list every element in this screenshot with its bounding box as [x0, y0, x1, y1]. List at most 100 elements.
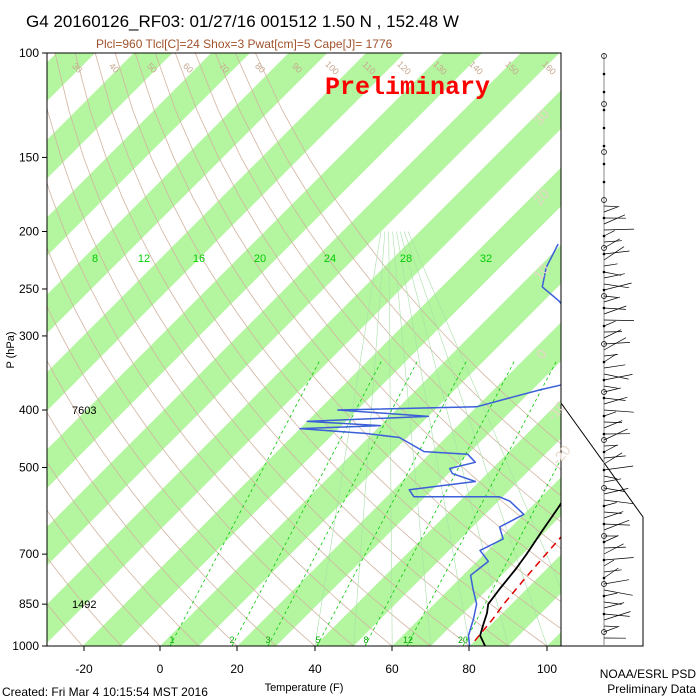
- wind-barb: [603, 592, 618, 597]
- mixing-ratio-label: 24: [324, 253, 336, 265]
- wind-barb: [603, 543, 624, 555]
- barb-point: [602, 594, 606, 598]
- wind-barb: [603, 409, 634, 413]
- barb-point: [602, 72, 606, 76]
- y-tick-label: 500: [19, 460, 39, 474]
- mixing-ratio-label: 8: [92, 253, 98, 265]
- calm-marker: [601, 53, 607, 59]
- dry-adiabat-line: [235, 53, 561, 471]
- wind-barb: [603, 420, 623, 429]
- wind-barb: [603, 387, 621, 393]
- temperature-bands: [47, 53, 700, 646]
- barb-point: [602, 252, 606, 256]
- x-tick-label: -20: [75, 662, 93, 676]
- calm-marker: [601, 149, 607, 155]
- mixing-ratio-bottom-label: 8: [363, 635, 368, 645]
- dry-adiabat-line: [47, 509, 161, 646]
- barb-point: [602, 432, 606, 436]
- isotherm-band: [469, 554, 561, 646]
- dry-adiabat-line: [174, 53, 561, 549]
- dry-adiabat-line: [215, 53, 561, 497]
- barb-point: [602, 396, 606, 400]
- wind-barb: [603, 238, 620, 249]
- isotherm-band: [47, 53, 483, 489]
- wind-barb: [603, 205, 620, 213]
- wind-barb: [603, 250, 630, 255]
- isotherm-band: [47, 53, 405, 411]
- dry-adiabat-line: [154, 53, 561, 576]
- calm-marker: [601, 245, 607, 251]
- x-tick-label: 60: [385, 662, 399, 676]
- wind-barb: [603, 567, 619, 579]
- isotherm-band: [47, 53, 173, 179]
- barb-point: [602, 126, 606, 130]
- dry-adiabat-line: [74, 53, 509, 646]
- y-tick-label: 400: [19, 403, 39, 417]
- x-tick-label: 20: [230, 662, 244, 676]
- wind-barb: [603, 214, 626, 225]
- x-tick-label: 0: [157, 662, 164, 676]
- wind-barb: [603, 625, 618, 628]
- mixing-ratio-bottom-label: 20: [458, 635, 468, 645]
- y-tick-label: 300: [19, 329, 39, 343]
- wind-barb: [603, 444, 618, 453]
- moist-adiabat-line: [314, 231, 382, 646]
- barb-point: [602, 414, 606, 418]
- wind-barb: [603, 205, 618, 208]
- isotherm-band: [237, 322, 561, 646]
- wind-barb: [603, 559, 615, 567]
- wind-barb: [603, 230, 615, 237]
- barb-point: [602, 144, 606, 148]
- wind-barb: [603, 329, 622, 339]
- mixing-ratio-label: 28: [400, 253, 412, 265]
- calm-marker: [601, 437, 607, 443]
- barb-point: [602, 468, 606, 472]
- isotherm-band: [624, 53, 700, 646]
- barb-point: [602, 360, 606, 364]
- moist-adiabat-line: [392, 231, 432, 646]
- barb-point: [602, 108, 606, 112]
- mixing-ratio-bottom-label: 2: [229, 635, 234, 645]
- plot-area: [47, 53, 700, 646]
- barb-point: [602, 324, 606, 328]
- wind-barb: [603, 283, 630, 289]
- moist-adiabat-line: [388, 231, 393, 646]
- barb-point: [602, 90, 606, 94]
- moist-adiabat-line: [403, 231, 548, 646]
- wind-barb: [603, 307, 626, 310]
- wind-barb-panel: [560, 53, 644, 647]
- y-tick-label: 100: [19, 46, 39, 60]
- wind-barb: [603, 602, 625, 609]
- wind-barb: [603, 487, 626, 492]
- mixing-ratio-bottom-label: 5: [315, 635, 320, 645]
- y-axis-label: P (hPa): [5, 331, 17, 368]
- calm-marker: [601, 389, 607, 395]
- moist-adiabat-line: [400, 231, 509, 646]
- dry-adiabat-line: [47, 246, 354, 646]
- isotherm-band: [47, 53, 328, 334]
- wind-barb: [603, 273, 625, 279]
- wind-barb: [603, 589, 633, 596]
- wind-barb: [603, 411, 617, 417]
- dry-adiabat-line: [194, 53, 561, 523]
- height-label: 7603: [72, 405, 96, 417]
- y-tick-label: 200: [19, 225, 39, 239]
- wind-barb: [603, 546, 626, 549]
- dry-adiabat-line: [47, 556, 122, 646]
- calm-marker: [601, 197, 607, 203]
- wind-barb: [603, 228, 635, 231]
- wind-barb: [603, 502, 617, 507]
- barb-point: [602, 378, 606, 382]
- barb-point: [602, 306, 606, 310]
- wind-barb: [603, 385, 618, 389]
- mixing-ratio-bottom-label: 3: [265, 635, 270, 645]
- dry-adiabat-line: [255, 53, 561, 445]
- y-tick-label: 250: [19, 282, 39, 296]
- wind-barb: [603, 353, 617, 363]
- credit-line-2: Preliminary Data: [607, 682, 696, 696]
- moist-adiabat-line: [353, 231, 386, 646]
- wind-barb: [603, 428, 628, 441]
- dry-adiabat-line: [47, 181, 393, 646]
- wind-barb: [603, 263, 618, 267]
